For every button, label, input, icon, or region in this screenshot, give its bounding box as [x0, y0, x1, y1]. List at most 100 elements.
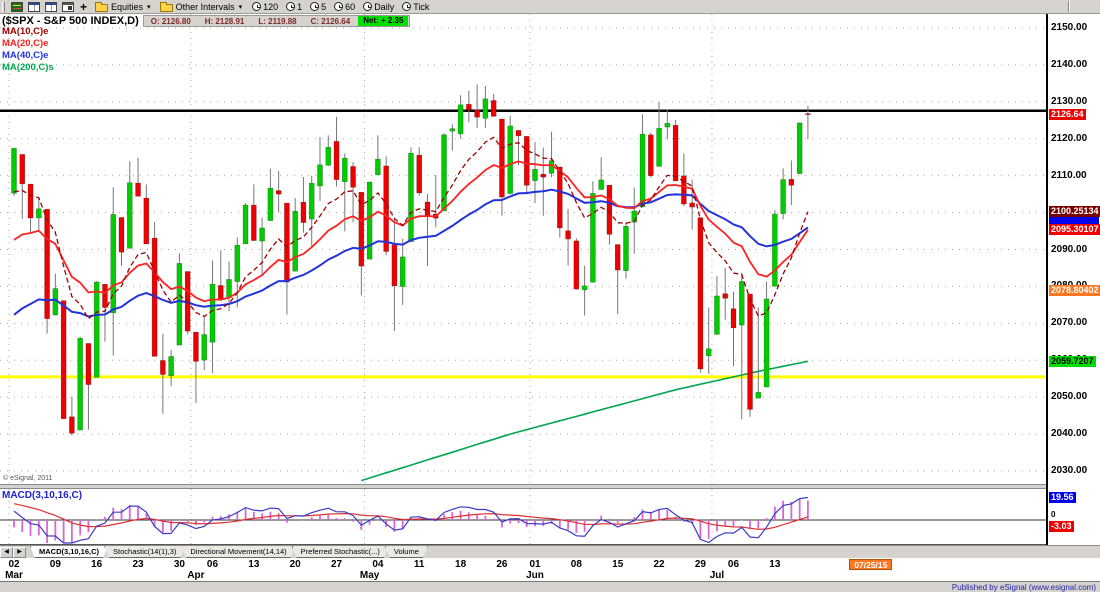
- price-tick-label: 2070.00: [1051, 317, 1088, 329]
- week-tick-label: 02: [8, 559, 20, 570]
- quote-field: O: 2126.80: [150, 16, 191, 26]
- week-tick-label: 15: [612, 559, 624, 570]
- tab-scroll-right-button[interactable]: ▶: [13, 547, 26, 558]
- macd-value-badge: 19.56: [1049, 492, 1076, 503]
- toolbar-grip[interactable]: [2, 1, 5, 12]
- other-intervals-folder-button[interactable]: Other Intervals ▾: [157, 0, 246, 13]
- quote-board-icon: [11, 1, 23, 12]
- price-badge: 2126.64: [1049, 108, 1086, 120]
- interval-button-1[interactable]: 1: [282, 0, 306, 13]
- clock-icon: [402, 2, 412, 11]
- panel-splitter[interactable]: [0, 484, 1048, 489]
- interval-button-60[interactable]: 60: [330, 0, 359, 13]
- price-badge: 2095.30107: [1049, 224, 1100, 236]
- week-tick-label: 22: [653, 559, 665, 570]
- quote-field: L: 2119.88: [258, 16, 297, 26]
- week-tick-label: 09: [49, 559, 61, 570]
- week-tick-label: 27: [330, 559, 343, 570]
- toolbar: + Equities ▾ Other Intervals ▾ 120 1 5 60 Da…: [0, 0, 1100, 14]
- price-tick-label: 2140.00: [1051, 58, 1088, 70]
- month-tick-label: Apr: [187, 570, 205, 581]
- current-date-badge: 07/25/15: [849, 559, 893, 570]
- new-window-icon-button[interactable]: [27, 0, 41, 13]
- price-tick-label: 2150.00: [1051, 22, 1088, 33]
- price-axis-border: [1046, 14, 1048, 557]
- equities-folder-button[interactable]: Equities ▾: [92, 0, 154, 13]
- clock-icon: [252, 2, 262, 11]
- price-chart-panel[interactable]: [0, 14, 1048, 484]
- study-tab-1[interactable]: MACD(3,10,16,C): [30, 546, 108, 558]
- week-tick-label: 16: [91, 559, 103, 570]
- price-badge: 2078.80402: [1049, 285, 1100, 297]
- macd-study-label: MACD(3,10,16,C): [2, 490, 83, 501]
- clock-icon: [363, 2, 373, 11]
- interval-button-tick[interactable]: Tick: [398, 0, 433, 13]
- price-tick-label: 2110.00: [1051, 169, 1087, 181]
- week-tick-label: 08: [570, 559, 582, 570]
- status-bar: Published by eSignal (www.esignal.com): [0, 581, 1100, 592]
- month-tick-label: Jun: [526, 570, 544, 581]
- month-tick-label: Mar: [5, 570, 23, 581]
- interval-button-5[interactable]: 5: [306, 0, 330, 13]
- overlay-label: MA(200,C)s: [2, 62, 54, 73]
- week-tick-label: 18: [455, 559, 467, 570]
- week-tick-label: 29: [694, 559, 706, 570]
- interval-label: 120: [263, 1, 279, 12]
- price-tick-label: 2040.00: [1051, 428, 1088, 440]
- publisher-credit: Published by eSignal (www.esignal.com): [951, 582, 1096, 592]
- month-tick-label: Jul: [709, 570, 725, 581]
- week-tick-label: 23: [132, 559, 144, 570]
- chart-region: ($SPX - S&P 500 INDEX,D) O: 2126.80 H: 21…: [0, 14, 1100, 581]
- copyright-watermark: © eSignal, 2011: [3, 475, 53, 482]
- window-copy-icon: [45, 1, 57, 12]
- chevron-down-icon: ▾: [238, 3, 243, 11]
- overlay-label: MA(20,C)e: [2, 38, 49, 49]
- month-tick-label: May: [359, 570, 380, 581]
- overlay-label: MA(40,C)e: [2, 50, 49, 61]
- interval-label: Daily: [374, 1, 395, 12]
- price-badge: 2059.7207: [1049, 355, 1096, 367]
- clock-icon: [286, 2, 296, 11]
- tab-scroll-left-button[interactable]: ◀: [0, 547, 13, 558]
- other-intervals-folder-label: Other Intervals: [175, 1, 235, 12]
- interval-label: 5: [321, 1, 327, 12]
- price-tick-label: 2050.00: [1051, 391, 1088, 403]
- quote-field: H: 2128.91: [204, 16, 245, 26]
- properties-icon: [62, 1, 74, 12]
- clock-icon: [334, 2, 344, 11]
- week-tick-label: 30: [173, 559, 185, 570]
- quote-field: C: 2126.64: [310, 16, 351, 26]
- quote-strip: O: 2126.80 H: 2128.91 L: 2119.88 C: 2126.64…: [142, 15, 411, 27]
- add-button[interactable]: +: [80, 0, 88, 14]
- study-tab-2[interactable]: Stochastic(14(1),3): [104, 546, 185, 558]
- title-row: ($SPX - S&P 500 INDEX,D) O: 2126.80 H: 21…: [2, 15, 411, 27]
- macd-zero-label: 0: [1051, 510, 1056, 519]
- week-tick-label: 06: [206, 559, 219, 570]
- week-tick-label: 06: [727, 559, 740, 570]
- interval-button-120[interactable]: 120: [248, 0, 282, 13]
- macd-signal-badge: -3.03: [1049, 521, 1074, 533]
- macd-panel[interactable]: [0, 489, 1048, 545]
- study-tab-4[interactable]: Preferred Stochastic(...): [292, 546, 389, 558]
- symbol-title: ($SPX - S&P 500 INDEX,D): [2, 15, 139, 27]
- week-tick-label: 13: [248, 559, 260, 570]
- net-change-badge: Net: + 2.35: [358, 16, 409, 26]
- overlay-label: MA(10,C)e: [2, 26, 49, 37]
- quote-board-icon-button[interactable]: [10, 0, 24, 13]
- folder-icon: [95, 1, 109, 12]
- price-badge: 2100.25134: [1049, 206, 1100, 218]
- interval-label: 60: [345, 1, 356, 12]
- week-tick-label: 26: [496, 559, 508, 570]
- study-tab-5[interactable]: Volume: [385, 546, 428, 558]
- window-properties-icon-button[interactable]: [61, 0, 75, 13]
- week-tick-label: 11: [413, 559, 425, 570]
- study-tab-3[interactable]: Directional Movement(14,14): [181, 546, 295, 558]
- duplicate-window-icon-button[interactable]: [44, 0, 58, 13]
- interval-button-group: 120 1 5 60 Daily Tick: [248, 0, 433, 13]
- window-icon: [28, 1, 40, 12]
- interval-button-daily[interactable]: Daily: [359, 0, 398, 13]
- interval-label: 1: [297, 1, 303, 12]
- study-tab-row: ◀ ▶ MACD(3,10,16,C) Stochastic(14(1),3) Di…: [0, 545, 1100, 558]
- overlay-labels: MA(10,C)e MA(20,C)e MA(40,C)e MA(200,C)s: [2, 26, 54, 74]
